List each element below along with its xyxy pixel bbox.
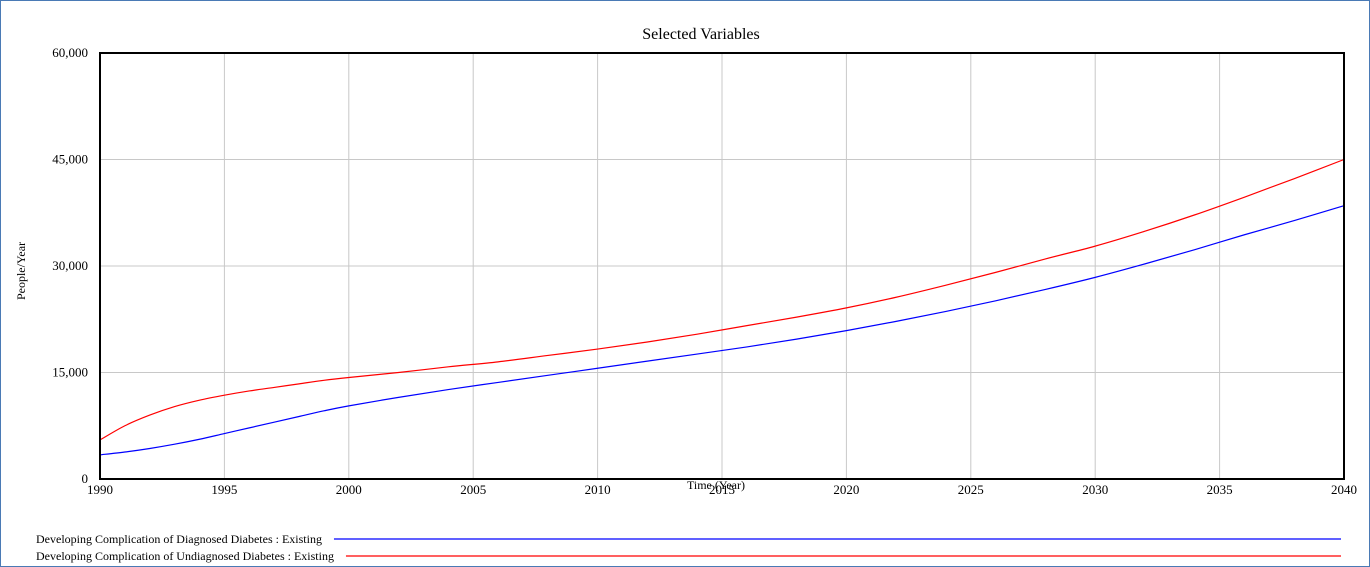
series-layer — [99, 158, 1345, 456]
x-tick-label: 1995 — [211, 482, 237, 497]
x-tick-label: 2010 — [585, 482, 611, 497]
series-line-2 — [99, 158, 1345, 441]
series-line-1 — [99, 205, 1345, 456]
chart-title: Selected Variables — [642, 26, 759, 43]
plot-area-border — [99, 52, 1345, 480]
y-tick-label: 15,000 — [52, 365, 88, 380]
grid-lines — [99, 52, 1345, 480]
x-tick-label: 2005 — [460, 482, 486, 497]
x-tick-label: 2000 — [336, 482, 362, 497]
x-tick-label: 2020 — [833, 482, 859, 497]
y-tick-label: 60,000 — [52, 45, 88, 60]
x-axis-label: Time (Year) — [687, 478, 745, 492]
x-tick-label: 2040 — [1331, 482, 1357, 497]
y-axis-label: People/Year — [14, 242, 28, 300]
x-tick-label: 2025 — [958, 482, 984, 497]
x-tick-label: 1990 — [87, 482, 113, 497]
y-tick-label: 0 — [82, 471, 89, 486]
x-tick-label: 2015 — [709, 482, 735, 497]
legend-label-1: Developing Complication of Diagnosed Dia… — [36, 532, 322, 546]
y-tick-label: 45,000 — [52, 152, 88, 167]
y-tick-label: 30,000 — [52, 258, 88, 273]
legend: Developing Complication of Diagnosed Dia… — [36, 532, 1341, 563]
legend-label-2: Developing Complication of Undiagnosed D… — [36, 549, 334, 563]
y-axis-ticks: 0 15,000 30,000 45,000 60,000 — [52, 45, 88, 486]
x-tick-label: 2030 — [1082, 482, 1108, 497]
x-tick-label: 2035 — [1207, 482, 1233, 497]
x-axis-ticks: 1990 1995 2000 2005 2010 2015 2020 2025 2030 2035… — [87, 482, 1357, 497]
